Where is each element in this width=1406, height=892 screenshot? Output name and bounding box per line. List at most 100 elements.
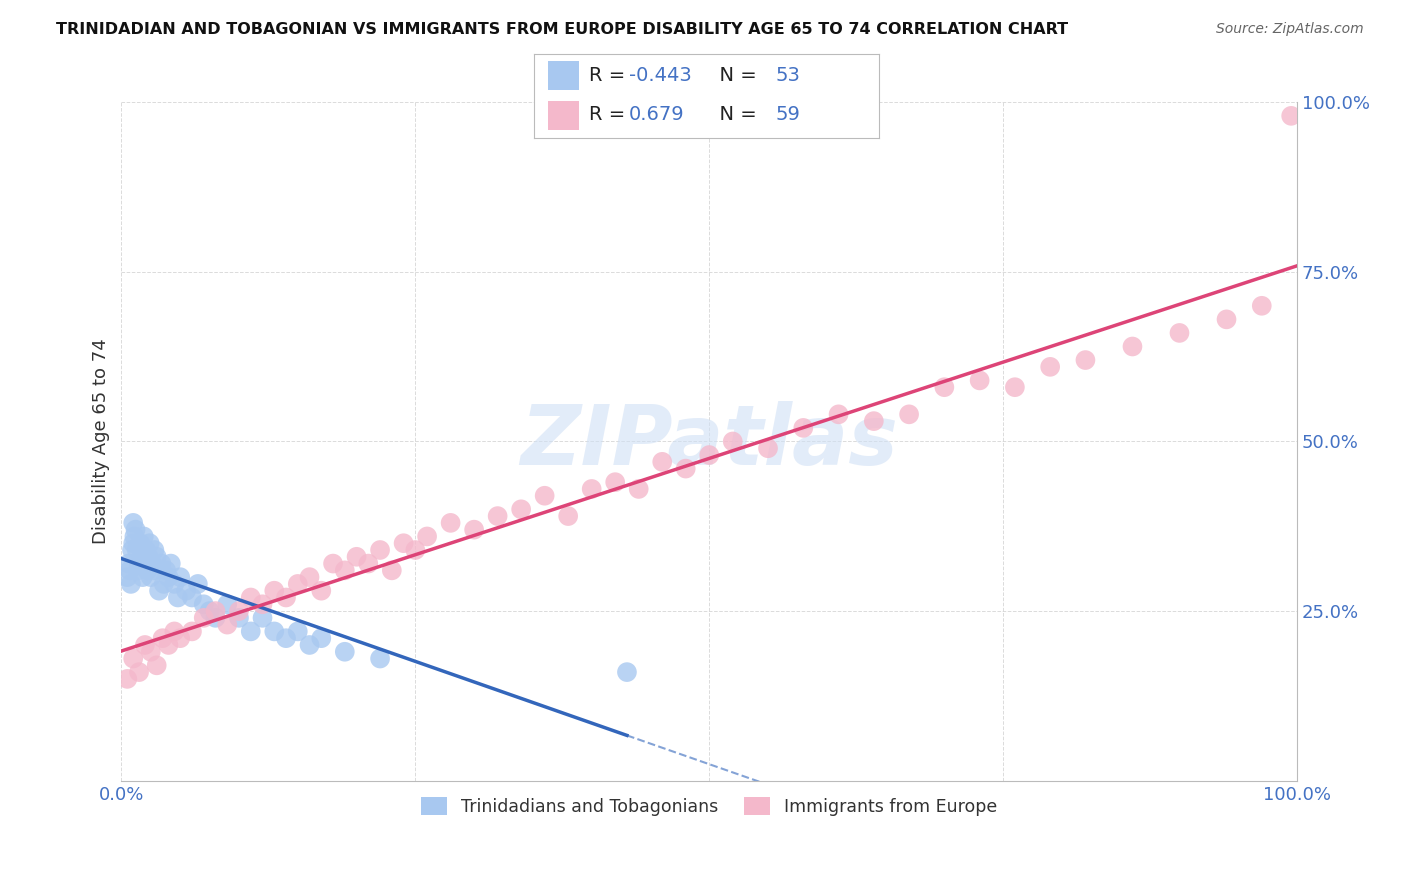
Text: R =: R = — [589, 66, 631, 85]
Point — [124, 523, 146, 537]
Legend: Trinidadians and Tobagonians, Immigrants from Europe: Trinidadians and Tobagonians, Immigrants… — [415, 790, 1004, 822]
Point — [120, 577, 142, 591]
Point — [333, 645, 356, 659]
Point — [169, 570, 191, 584]
Point — [1074, 353, 1097, 368]
Point — [1121, 339, 1143, 353]
Point — [557, 509, 579, 524]
Text: Source: ZipAtlas.com: Source: ZipAtlas.com — [1216, 22, 1364, 37]
Point — [167, 591, 190, 605]
Point — [1039, 359, 1062, 374]
Point — [139, 570, 162, 584]
Point — [169, 631, 191, 645]
Point — [125, 543, 148, 558]
Point — [117, 672, 139, 686]
Point — [127, 563, 149, 577]
Point — [287, 577, 309, 591]
Point — [863, 414, 886, 428]
Point — [136, 563, 159, 577]
Point — [392, 536, 415, 550]
Point — [792, 421, 814, 435]
Point — [533, 489, 555, 503]
Point — [135, 543, 157, 558]
Point — [128, 557, 150, 571]
Point — [124, 529, 146, 543]
Text: N =: N = — [707, 66, 762, 85]
Point — [263, 624, 285, 639]
Y-axis label: Disability Age 65 to 74: Disability Age 65 to 74 — [93, 339, 110, 544]
Point — [1004, 380, 1026, 394]
Point — [1279, 109, 1302, 123]
Point — [122, 651, 145, 665]
Point — [228, 604, 250, 618]
Point — [1215, 312, 1237, 326]
Point — [756, 442, 779, 456]
Point — [117, 557, 139, 571]
Point — [145, 658, 167, 673]
Point — [134, 638, 156, 652]
Point — [217, 617, 239, 632]
Text: 59: 59 — [776, 105, 800, 124]
Point — [463, 523, 485, 537]
Point — [934, 380, 956, 394]
Point — [416, 529, 439, 543]
Point — [193, 597, 215, 611]
Point — [128, 665, 150, 679]
Point — [181, 591, 204, 605]
Point — [157, 638, 180, 652]
Point — [298, 638, 321, 652]
Point — [263, 583, 285, 598]
Point — [439, 516, 461, 530]
Point — [346, 549, 368, 564]
Point — [1250, 299, 1272, 313]
Point — [193, 611, 215, 625]
Text: -0.443: -0.443 — [628, 66, 692, 85]
Text: TRINIDADIAN AND TOBAGONIAN VS IMMIGRANTS FROM EUROPE DISABILITY AGE 65 TO 74 COR: TRINIDADIAN AND TOBAGONIAN VS IMMIGRANTS… — [56, 22, 1069, 37]
Point — [122, 536, 145, 550]
Point — [368, 651, 391, 665]
Point — [141, 557, 163, 571]
Text: 0.679: 0.679 — [628, 105, 685, 124]
Point — [651, 455, 673, 469]
Point — [1168, 326, 1191, 340]
Text: N =: N = — [707, 105, 762, 124]
Point — [581, 482, 603, 496]
Point — [132, 529, 155, 543]
Point — [131, 549, 153, 564]
Point — [675, 461, 697, 475]
Point — [217, 597, 239, 611]
Point — [322, 557, 344, 571]
Point — [274, 591, 297, 605]
Point — [287, 624, 309, 639]
Point — [121, 543, 143, 558]
Point — [134, 557, 156, 571]
Point — [145, 549, 167, 564]
Point — [298, 570, 321, 584]
Point — [131, 570, 153, 584]
Point — [368, 543, 391, 558]
Point — [117, 570, 139, 584]
Point — [898, 407, 921, 421]
Point — [311, 631, 333, 645]
Point — [239, 591, 262, 605]
Point — [969, 373, 991, 387]
Point — [381, 563, 404, 577]
Point — [142, 563, 165, 577]
Point — [122, 516, 145, 530]
Point — [148, 583, 170, 598]
Point — [616, 665, 638, 679]
Text: R =: R = — [589, 105, 631, 124]
Point — [157, 570, 180, 584]
Point — [827, 407, 849, 421]
Point — [118, 563, 141, 577]
Bar — [548, 101, 579, 130]
Point — [187, 577, 209, 591]
Point — [150, 557, 173, 571]
Point — [198, 604, 221, 618]
Point — [605, 475, 627, 490]
Point — [152, 631, 174, 645]
Point — [252, 611, 274, 625]
Point — [129, 536, 152, 550]
Point — [204, 604, 226, 618]
Point — [357, 557, 380, 571]
